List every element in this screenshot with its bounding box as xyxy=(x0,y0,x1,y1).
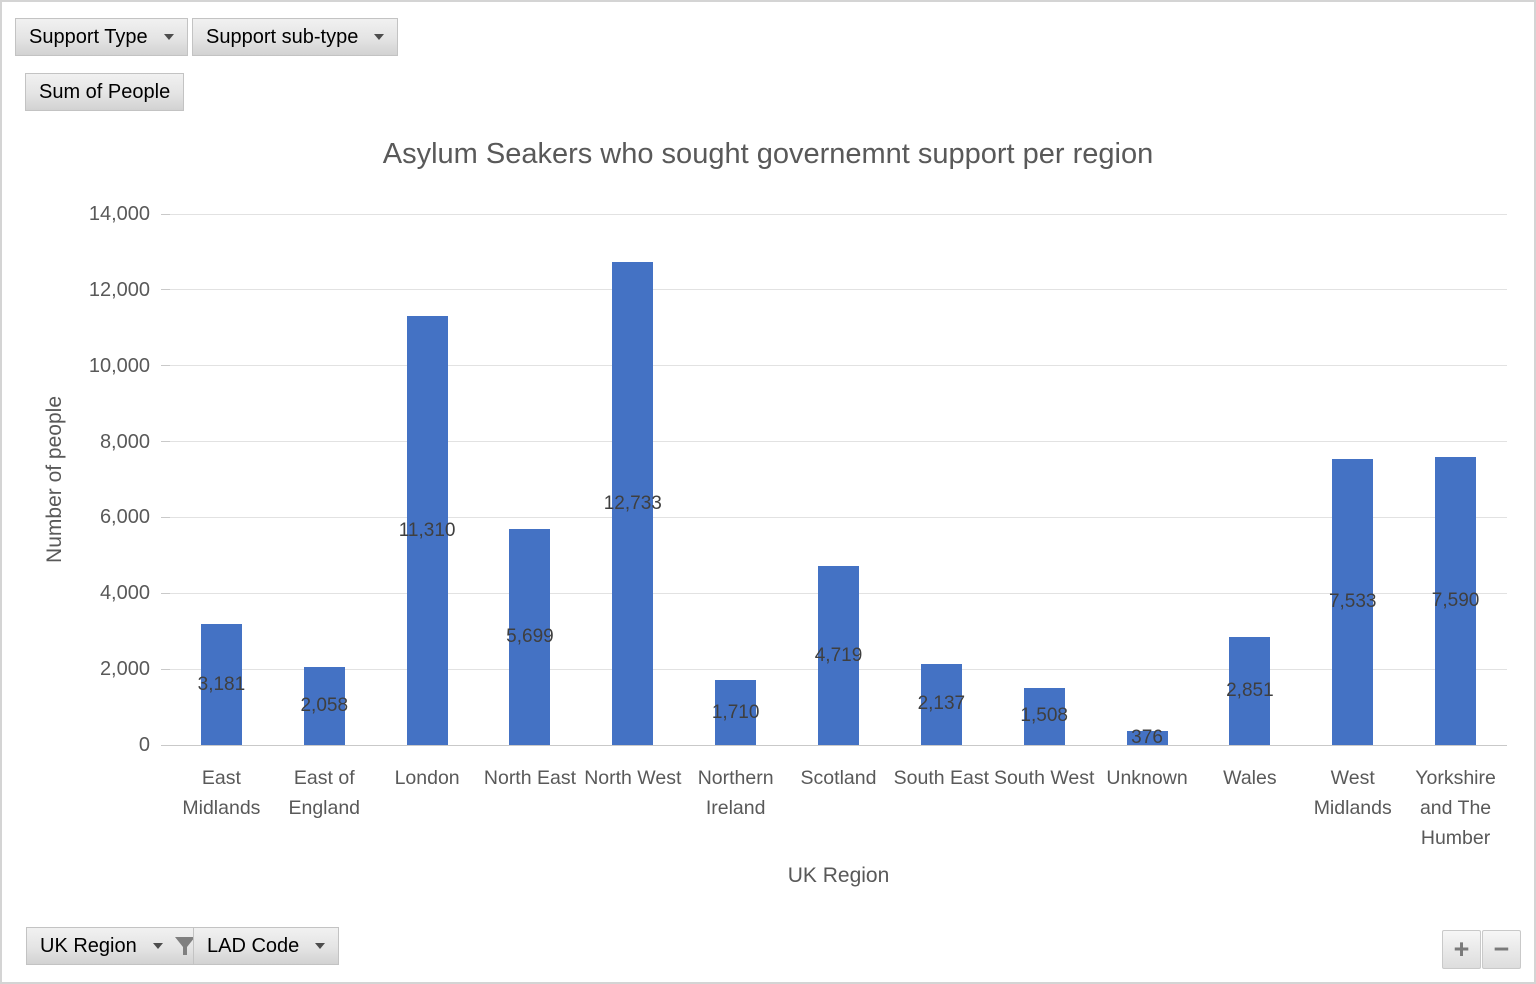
bar-unknown[interactable] xyxy=(1126,730,1168,745)
y-tick-label: 2,000 xyxy=(99,658,150,681)
bar-value-label: 11,310 xyxy=(398,519,456,541)
chevron-down-icon xyxy=(163,34,174,40)
axis-tick xyxy=(161,744,170,746)
bar-north-west[interactable] xyxy=(612,262,654,745)
field-button-label: Sum of People xyxy=(39,80,171,103)
bar-value-label: 2,058 xyxy=(300,694,349,716)
bar-value-label: 3,181 xyxy=(197,673,246,695)
x-category-label-yorkshire-and-the-humber: Yorkshire and The Humber xyxy=(1415,767,1496,849)
gridline xyxy=(170,744,1507,746)
chart-title: Asylum Seakers who sought governemnt sup… xyxy=(382,138,1154,170)
bar-value-label: 5,699 xyxy=(506,625,554,647)
plot-area: 3,181 2,058 11,310 5,699 12,733 1,710 4,719 2,1… xyxy=(161,213,1507,748)
collapse-entire-field-button[interactable]: − xyxy=(1482,930,1521,969)
bar-value-label: 1,710 xyxy=(711,701,760,723)
bar-south-east[interactable] xyxy=(920,663,962,745)
y-tick-label: 12,000 xyxy=(88,278,150,301)
bar-south-west[interactable] xyxy=(1023,687,1065,745)
bar-value-label: 7,533 xyxy=(1328,591,1377,613)
y-tick-label: 8,000 xyxy=(99,430,150,453)
gridline xyxy=(170,213,1507,215)
x-category-label-london: London xyxy=(394,767,460,789)
axis-tick xyxy=(161,365,170,367)
bar-value-label: 1,508 xyxy=(1020,705,1068,727)
x-category-label-north-east: North East xyxy=(483,767,577,789)
bar-west-midlands[interactable] xyxy=(1332,459,1374,745)
bar-northern-ireland[interactable] xyxy=(715,680,757,745)
filter-funnel-icon xyxy=(174,937,195,955)
x-axis-title: UK Region xyxy=(787,864,890,887)
x-category-label-wales: Wales xyxy=(1223,767,1277,789)
bar-value-label: 12,733 xyxy=(603,492,662,514)
field-button-lad-code[interactable]: LAD Code xyxy=(193,927,340,965)
field-button-label: LAD Code xyxy=(207,934,300,957)
bar-value-label: 7,590 xyxy=(1431,590,1480,612)
chevron-down-icon xyxy=(374,34,385,40)
x-category-label-unknown: Unknown xyxy=(1106,767,1188,789)
gridline xyxy=(170,289,1507,291)
axis-tick xyxy=(161,516,170,518)
chevron-down-icon xyxy=(315,943,326,949)
bar-value-label: 2,851 xyxy=(1226,679,1274,701)
bar-east-of-england[interactable] xyxy=(303,666,345,745)
axis-tick xyxy=(161,213,170,215)
field-button-support-subtype[interactable]: Support sub-type xyxy=(192,18,399,56)
x-category-label-south-east: South East xyxy=(893,767,990,789)
x-category-label-east-midlands: East Midlands xyxy=(182,767,261,819)
field-button-label: Support Type xyxy=(29,25,148,48)
y-tick-label: 4,000 xyxy=(99,582,150,605)
bar-scotland[interactable] xyxy=(818,566,859,745)
bar-value-label: 2,137 xyxy=(917,693,966,715)
bar-value-label: 4,719 xyxy=(814,644,863,666)
x-category-label-west-midlands: West Midlands xyxy=(1313,767,1392,819)
axis-tick xyxy=(161,441,170,443)
field-button-sum-of-people[interactable]: Sum of People xyxy=(25,73,185,111)
expand-entire-field-button[interactable]: + xyxy=(1442,930,1481,969)
x-category-label-northern-ireland: Northern Ireland xyxy=(697,767,774,819)
x-category-label-south-west: South West xyxy=(993,767,1095,789)
y-tick-label: 6,000 xyxy=(99,506,150,529)
x-axis-category-labels: East Midlands East of England London North … xyxy=(170,763,1507,863)
y-tick-label: 0 xyxy=(138,734,150,756)
bar-value-label: 376 xyxy=(1131,726,1163,748)
bar-london[interactable] xyxy=(406,316,448,745)
field-button-uk-region[interactable]: UK Region xyxy=(26,927,211,965)
bar-yorkshire-and-the-humber[interactable] xyxy=(1435,457,1477,745)
x-category-label-east-of-england: East of England xyxy=(288,767,361,819)
y-tick-label: 10,000 xyxy=(88,354,150,377)
y-tick-label: 14,000 xyxy=(88,203,150,225)
axis-tick xyxy=(161,289,170,291)
gridline xyxy=(170,441,1507,443)
y-axis-tick-labels: 0 2,000 4,000 6,000 8,000 10,000 12,000 14,000 xyxy=(2,203,150,756)
axis-tick xyxy=(161,592,170,594)
gridline xyxy=(170,365,1507,367)
axis-tick xyxy=(161,668,170,670)
bar-wales[interactable] xyxy=(1229,636,1271,745)
field-button-label: UK Region xyxy=(40,934,137,957)
bar-east-midlands[interactable] xyxy=(200,624,242,745)
bar-north-east[interactable] xyxy=(509,528,551,745)
gridline xyxy=(170,516,1507,518)
field-button-support-type[interactable]: Support Type xyxy=(15,18,188,56)
field-button-label: Support sub-type xyxy=(206,25,359,48)
chevron-down-icon xyxy=(152,943,163,949)
x-category-label-north-west: North West xyxy=(584,767,682,789)
x-category-label-scotland: Scotland xyxy=(800,767,877,789)
